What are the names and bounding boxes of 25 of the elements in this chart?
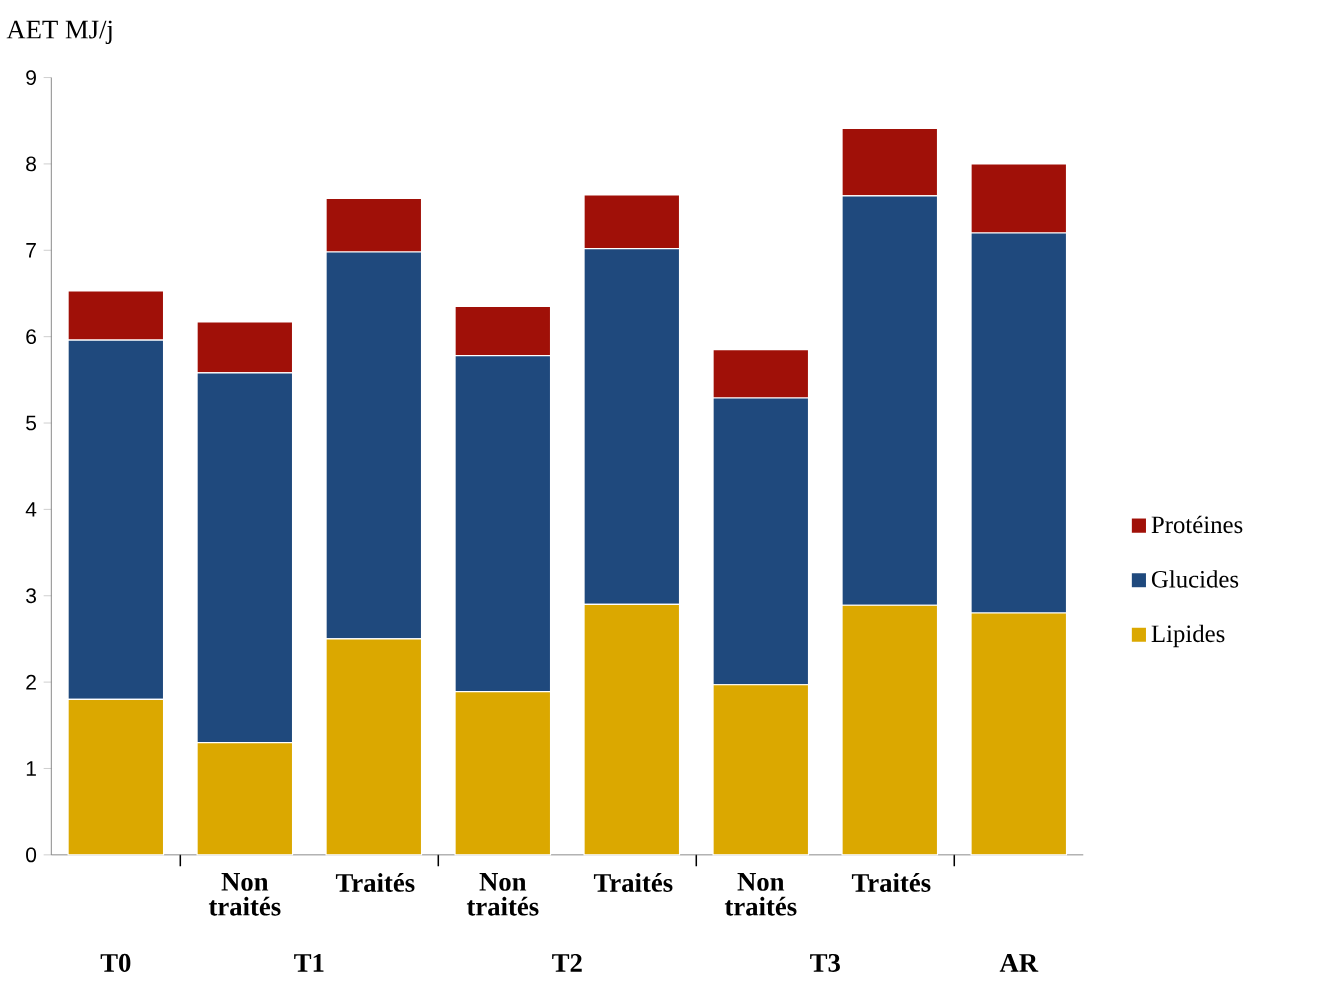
text: T3 xyxy=(810,953,840,972)
x-tick-label: Non traités xyxy=(724,872,797,916)
y-tick-label: 2 xyxy=(26,674,36,690)
y-tick-label: 1 xyxy=(26,761,36,776)
y-axis-title: AET MJ/j xyxy=(6,20,112,44)
text: T0 xyxy=(100,953,131,972)
y-tick-label: 4 xyxy=(25,502,37,517)
y-tick-label: 7 xyxy=(26,243,36,258)
y-tick-label: 3 xyxy=(26,588,36,604)
text: T2 xyxy=(552,953,582,972)
legend-label: Lipides xyxy=(1151,624,1225,648)
x-tick-label: Traités xyxy=(593,873,673,892)
x-tick-label: Non traités xyxy=(466,872,539,916)
y-tick-label: 8 xyxy=(26,156,36,172)
x-tick-label: Non traités xyxy=(208,872,281,916)
y-tick-label: 5 xyxy=(26,415,37,431)
text: AR xyxy=(999,953,1039,972)
x-tick-label: Traités xyxy=(851,873,931,892)
legend-label: Glucides xyxy=(1151,570,1239,588)
text: T1 xyxy=(294,953,324,972)
y-tick-label: 9 xyxy=(26,70,36,85)
y-tick-label: 0 xyxy=(26,847,37,863)
y-tick-label: 6 xyxy=(26,329,36,345)
legend-label: Protéines xyxy=(1151,515,1243,534)
x-tick-label: Traités xyxy=(335,873,415,892)
